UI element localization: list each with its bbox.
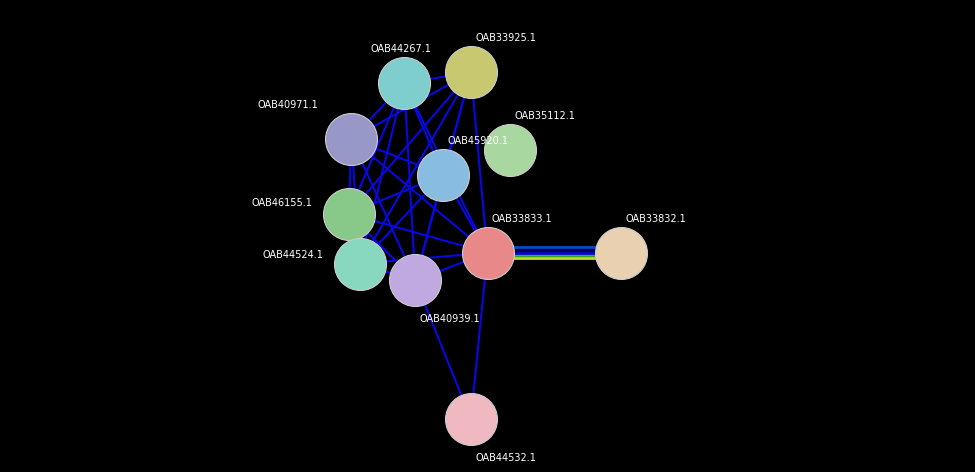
Point: [343, 135, 359, 143]
Text: OAB40971.1: OAB40971.1: [257, 100, 318, 110]
Text: OAB33925.1: OAB33925.1: [475, 34, 536, 43]
Point: [341, 210, 357, 218]
Point: [352, 260, 368, 268]
Point: [408, 277, 423, 284]
Point: [502, 146, 518, 154]
Point: [613, 249, 629, 256]
Text: OAB46155.1: OAB46155.1: [252, 198, 313, 208]
Text: OAB33833.1: OAB33833.1: [492, 214, 553, 224]
Text: OAB35112.1: OAB35112.1: [514, 111, 575, 121]
Point: [463, 68, 479, 76]
Text: OAB44267.1: OAB44267.1: [371, 44, 432, 54]
Point: [397, 79, 412, 87]
Text: OAB44524.1: OAB44524.1: [263, 251, 324, 261]
Text: OAB44532.1: OAB44532.1: [475, 453, 536, 463]
Point: [480, 249, 495, 256]
Text: OAB33832.1: OAB33832.1: [625, 214, 686, 224]
Point: [463, 415, 479, 423]
Text: OAB45920.1: OAB45920.1: [448, 136, 508, 146]
Text: OAB40939.1: OAB40939.1: [420, 314, 481, 324]
Point: [435, 171, 450, 179]
